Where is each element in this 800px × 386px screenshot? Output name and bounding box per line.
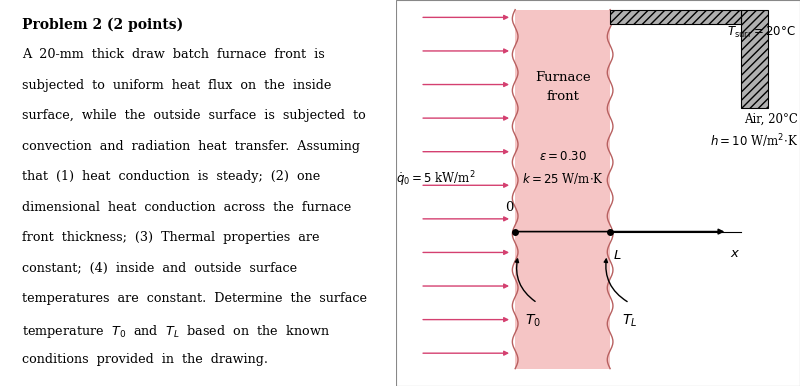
Text: Furnace
front: Furnace front — [535, 71, 590, 103]
Text: $T_L$: $T_L$ — [622, 313, 637, 329]
Bar — [742, 10, 768, 108]
Text: $L$: $L$ — [613, 249, 622, 262]
Text: $T_0$: $T_0$ — [526, 313, 542, 329]
Text: Air, 20°C
$h = 10$ W/m$^2$$\cdot$K: Air, 20°C $h = 10$ W/m$^2$$\cdot$K — [710, 112, 798, 150]
Bar — [515, 10, 610, 369]
Text: $x$: $x$ — [730, 247, 741, 260]
Text: convection  and  radiation  heat  transfer.  Assuming: convection and radiation heat transfer. … — [22, 140, 360, 153]
Text: $\varepsilon = 0.30$
$k = 25$ W/m$\cdot$K: $\varepsilon = 0.30$ $k = 25$ W/m$\cdot$… — [522, 150, 603, 186]
Text: temperatures  are  constant.  Determine  the  surface: temperatures are constant. Determine the… — [22, 292, 367, 305]
Text: Problem 2 (2 points): Problem 2 (2 points) — [22, 17, 183, 32]
Text: $T_{\rm surr} = 20°{\rm C}$: $T_{\rm surr} = 20°{\rm C}$ — [727, 25, 796, 40]
Text: subjected  to  uniform  heat  flux  on  the  inside: subjected to uniform heat flux on the in… — [22, 79, 331, 92]
Bar — [610, 10, 742, 24]
Text: A  20-mm  thick  draw  batch  furnace  front  is: A 20-mm thick draw batch furnace front i… — [22, 48, 325, 61]
Text: temperature  $T_0$  and  $T_L$  based  on  the  known: temperature $T_0$ and $T_L$ based on the… — [22, 323, 330, 340]
Text: 0: 0 — [505, 201, 514, 214]
Text: front  thickness;  (3)  Thermal  properties  are: front thickness; (3) Thermal properties … — [22, 231, 320, 244]
Text: constant;  (4)  inside  and  outside  surface: constant; (4) inside and outside surface — [22, 262, 298, 275]
Text: conditions  provided  in  the  drawing.: conditions provided in the drawing. — [22, 353, 268, 366]
Text: that  (1)  heat  conduction  is  steady;  (2)  one: that (1) heat conduction is steady; (2) … — [22, 170, 321, 183]
Text: surface,  while  the  outside  surface  is  subjected  to: surface, while the outside surface is su… — [22, 109, 366, 122]
Text: $\dot{q}_0 = 5$ kW/m$^2$: $\dot{q}_0 = 5$ kW/m$^2$ — [396, 170, 476, 189]
Text: dimensional  heat  conduction  across  the  furnace: dimensional heat conduction across the f… — [22, 201, 351, 214]
